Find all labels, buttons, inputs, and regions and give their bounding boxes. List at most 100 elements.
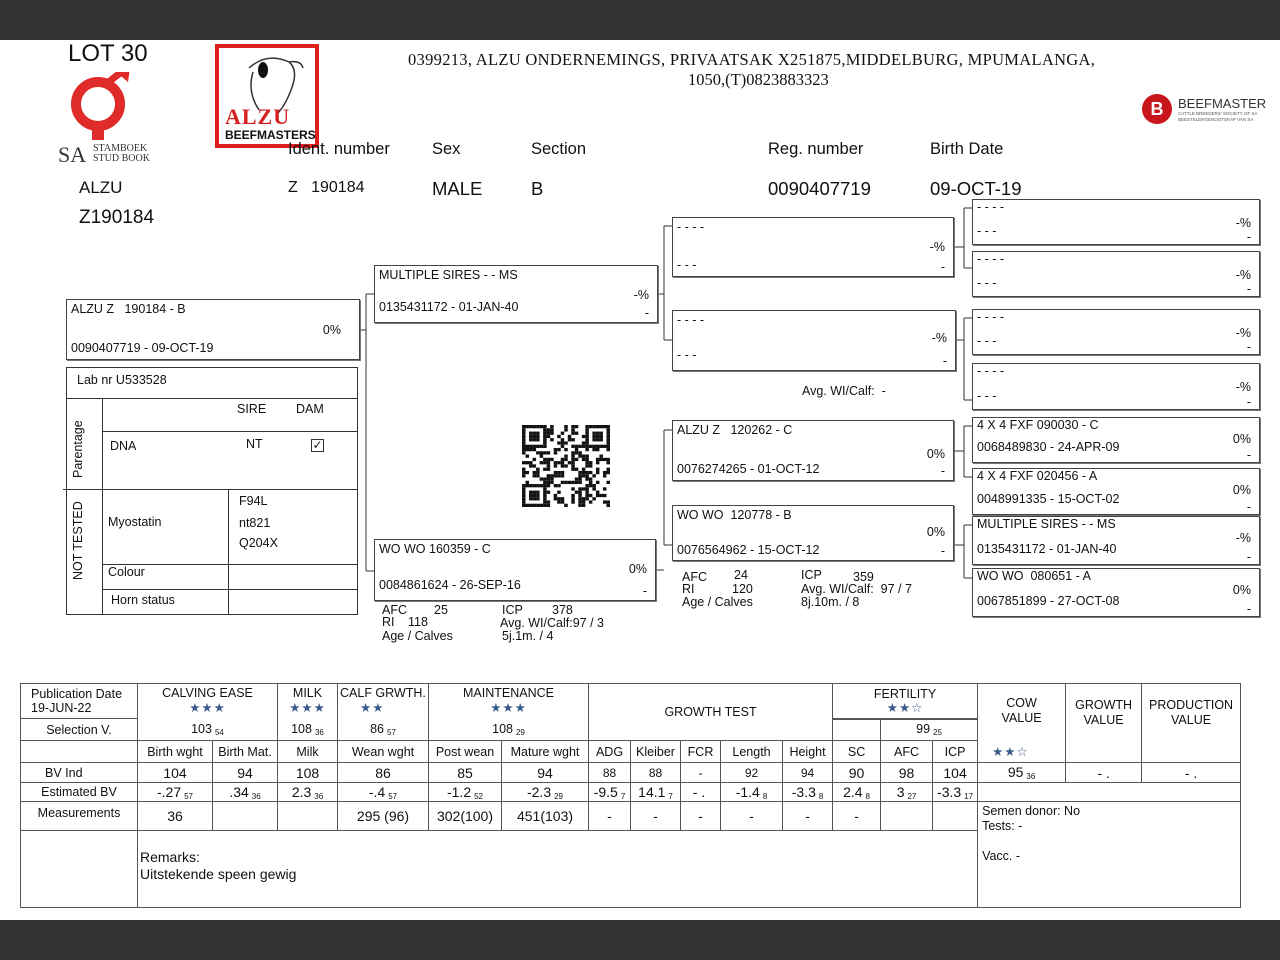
dam-sire-box[interactable]: ALZU Z 120262 - C 0% 0076274265 - 01-OCT…	[672, 420, 954, 481]
lab-results-box: Lab nr U533528 Parentage NOT TESTED SIRE…	[63, 367, 358, 615]
star-rating-icon: ★★★	[289, 701, 326, 716]
address-line-1: 0399213, ALZU ONDERNEMINGS, PRIVAATSAK X…	[408, 50, 1096, 69]
column-header: SC	[832, 740, 882, 763]
animal-name: - - - -	[977, 364, 1005, 378]
bv-ind-value: 90	[832, 762, 882, 783]
estimated-bv-value: -.4 57	[337, 782, 429, 802]
cow-value: 95 36	[977, 762, 1067, 783]
measurement-value	[880, 801, 934, 831]
reg-label: Reg. number	[768, 140, 864, 158]
great-grandparent-box[interactable]: 4 X 4 FXF 020456 - A 0% 0048991335 - 15-…	[972, 468, 1260, 515]
measurement-value: -	[588, 801, 632, 831]
estimated-bv-value: .34 36	[212, 782, 278, 802]
percentage: 0%	[1232, 583, 1251, 597]
section-label: Section	[531, 140, 587, 158]
bull-head-icon	[248, 57, 304, 115]
alzu-beefmasters-logo: ALZU BEEFMASTERS	[215, 44, 319, 148]
beefmaster-society-logo: B BEEFMASTER CATTLE BREEDERS' SOCIETY OF…	[1142, 94, 1270, 126]
blank-cell	[20, 830, 138, 908]
estimated-bv-value: -.27 57	[137, 782, 213, 802]
bv-ind-value: 85	[428, 762, 502, 783]
measurement-value: -	[630, 801, 682, 831]
selection-milk: 108 36	[277, 718, 338, 741]
column-header: Kleiber	[630, 740, 682, 763]
production-value: - .	[1141, 762, 1242, 783]
registration: - - -	[977, 276, 997, 290]
star-rating-icon: ★★★	[490, 701, 527, 716]
publication-date-cell: Publication Date 19-JUN-22	[20, 683, 138, 719]
bv-ind-value: 104	[137, 762, 213, 783]
maintenance-header: MAINTENANCE ★★★	[427, 683, 590, 719]
not-tested-label: NOT TESTED	[71, 501, 85, 580]
estimated-bv-value: -2.3 29	[500, 782, 590, 802]
great-grandparent-box[interactable]: - - - - -% - - - -	[972, 309, 1260, 355]
parentage-label: Parentage	[71, 420, 85, 478]
measurement-value: 451(103)	[500, 801, 590, 831]
selection-maintenance: 108 29	[427, 718, 590, 741]
lab-number: Lab nr U533528	[77, 373, 167, 387]
myostatin-value: Q204X	[239, 536, 278, 550]
remarks-cell: Remarks: Uitstekende speen gewig	[136, 830, 979, 908]
bv-ind-value: 104	[932, 762, 979, 783]
breeding-values-table: Publication Date 19-JUN-22 CALVING EASE ★★…	[20, 683, 1242, 908]
measurement-value: -	[832, 801, 882, 831]
myostatin-label: Myostatin	[108, 515, 162, 529]
reg-value: 0090407719	[768, 178, 871, 199]
semen-tests-vacc-cell: Semen donor: No Tests: - Vacc. -	[977, 801, 1242, 908]
herd-prefix: ALZU	[79, 178, 123, 197]
estimated-bv-value: -3.3 17	[932, 782, 979, 802]
registration: 0135431172 - 01-JAN-40	[977, 542, 1117, 556]
measurement-value: 295 (96)	[337, 801, 429, 831]
birth-date-value: 09-OCT-19	[930, 178, 1022, 199]
bv-ind-label: BV Ind	[20, 762, 138, 783]
great-grandparent-box[interactable]: MULTIPLE SIRES - - MS -% 0135431172 - 01…	[972, 516, 1260, 565]
column-header: Height	[782, 740, 834, 763]
measurement-value: 36	[137, 801, 213, 831]
dna-dam-checkbox[interactable]: ✓	[311, 438, 324, 452]
calving-ease-header: CALVING EASE ★★★	[137, 683, 278, 719]
bv-ind-value: 88	[588, 762, 632, 783]
sex-label: Sex	[432, 140, 461, 158]
bv-ind-value: 86	[337, 762, 429, 783]
column-header: Birth wght	[137, 740, 213, 763]
dash: -	[1246, 500, 1251, 514]
bv-ind-value: 108	[277, 762, 338, 783]
selection-fertility: 99 25	[880, 718, 979, 741]
bv-ind-value: 88	[630, 762, 682, 783]
great-grandparent-box[interactable]: - - - - -% - - - -	[972, 199, 1260, 245]
estimated-bv-value: 3 27	[880, 782, 934, 802]
sire-pedigree-box[interactable]: MULTIPLE SIRES - - MS -% 0135431172 - 01…	[374, 265, 658, 323]
measurement-value: -	[720, 801, 784, 831]
dna-label: DNA	[110, 439, 137, 453]
registration: - - -	[977, 389, 997, 403]
animal-name: 4 X 4 FXF 090030 - C	[977, 418, 1099, 432]
great-grandparent-box[interactable]: WO WO 080651 - A 0% 0067851899 - 27-OCT-…	[972, 568, 1260, 617]
blank-cell	[977, 782, 1242, 802]
star-rating-icon: ★★	[360, 701, 385, 716]
selection-calf-growth: 86 57	[337, 718, 429, 741]
sire-dam-box[interactable]: - - - - -% - - - -	[672, 310, 956, 371]
registration: 0068489830 - 24-APR-09	[977, 440, 1120, 454]
dam-pedigree-box[interactable]: WO WO 160359 - C 0% 0084861624 - 26-SEP-…	[374, 539, 656, 601]
percentage: -%	[1235, 268, 1251, 282]
top-bar	[0, 0, 1280, 40]
dam-dam-box[interactable]: WO WO 120778 - B 0% 0076564962 - 15-OCT-…	[672, 505, 954, 561]
animal-pedigree-box[interactable]: ALZU Z 190184 - B 0% 0090407719 - 09-OCT…	[66, 299, 360, 360]
animal-id: Z190184	[79, 207, 155, 228]
great-grandparent-box[interactable]: - - - - -% - - - -	[972, 363, 1260, 410]
calf-growth-header: CALF GRWTH. ★★	[337, 683, 429, 719]
column-header: Birth Mat.	[212, 740, 278, 763]
dna-sire-value: NT	[246, 437, 263, 451]
great-grandparent-box[interactable]: - - - - -% - - - -	[972, 251, 1260, 297]
sire-sire-box[interactable]: - - - - -% - - - -	[672, 217, 954, 277]
selection-label: Selection V.	[20, 718, 138, 741]
bv-ind-value: 94	[782, 762, 834, 783]
ident-label: Ident. number	[288, 140, 390, 158]
great-grandparent-box[interactable]: 4 X 4 FXF 090030 - C 0% 0068489830 - 24-…	[972, 417, 1260, 463]
animal-name: - - - -	[977, 200, 1005, 214]
column-header: Post wean	[428, 740, 502, 763]
bv-ind-value: 94	[500, 762, 590, 783]
qr-code[interactable]	[522, 425, 610, 507]
estimated-bv-value: - .	[680, 782, 722, 802]
column-header: ADG	[588, 740, 632, 763]
